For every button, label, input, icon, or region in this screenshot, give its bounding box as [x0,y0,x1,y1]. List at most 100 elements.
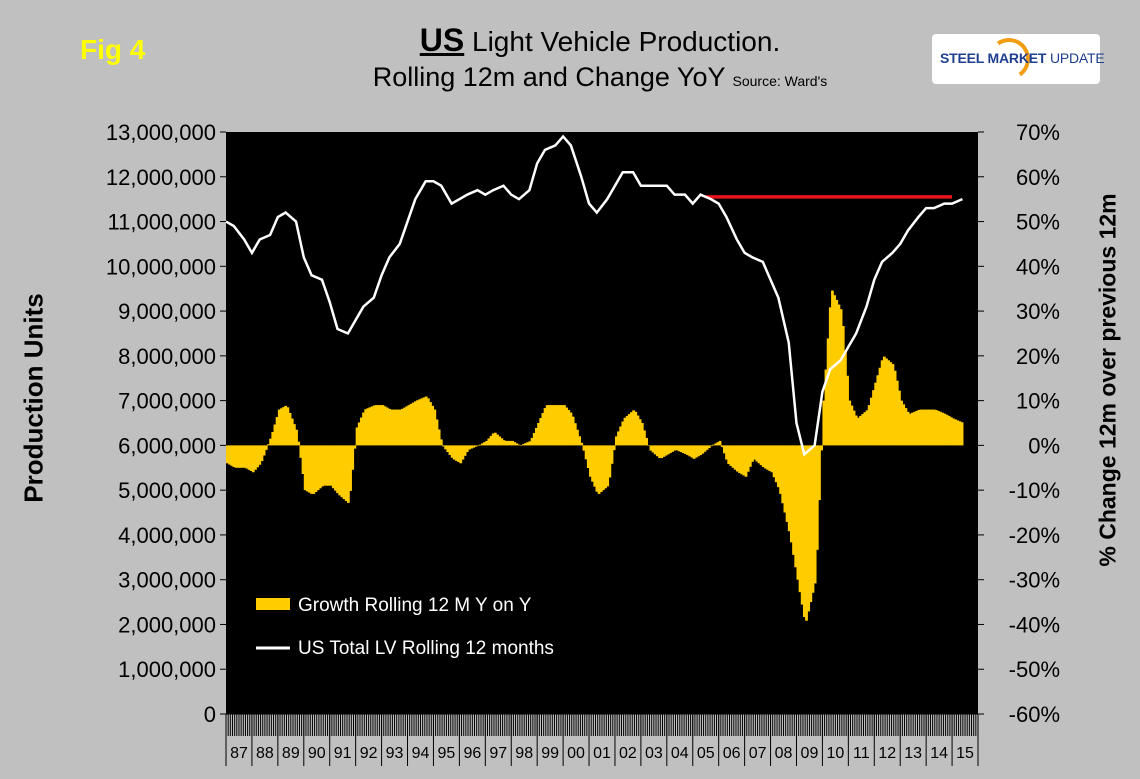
growth-bar [502,440,506,446]
series-line-us-total [225,134,963,457]
growth-bar [956,420,960,446]
growth-bar [403,407,406,446]
growth-bar [331,445,335,489]
growth-bar [604,445,607,489]
y-left-tick-label: 9,000,000 [118,299,216,324]
growth-bar [928,409,932,446]
growth-bar [364,409,368,446]
growth-bar [401,408,404,446]
growth-bar [785,445,789,522]
growth-bar [774,445,778,483]
growth-bar [697,445,700,457]
growth-bar [388,408,391,446]
growth-bar [941,412,945,446]
growth-bar [277,409,281,446]
growth-bar [811,445,815,593]
y-right-tick-label: 20% [1016,344,1060,369]
growth-bar [759,445,763,466]
growth-bar [960,422,964,446]
growth-bar [323,445,327,486]
growth-bar [586,445,590,469]
growth-bar [792,445,795,555]
growth-bar [610,445,614,464]
growth-bar [599,445,603,493]
growth-bar [275,417,279,446]
growth-bar [630,412,633,446]
growth-bar [602,445,605,491]
growth-bar [580,442,584,446]
growth-bar [439,439,443,446]
growth-bar [783,445,787,513]
growth-bar [906,411,910,446]
growth-bar [658,445,661,459]
growth-bar [710,445,713,447]
growth-bar [936,410,940,446]
growth-bar [885,358,888,446]
growth-bar [723,445,726,454]
y-left-tick-label: 11,000,000 [108,210,216,235]
growth-bar [535,427,538,446]
x-tick-label: 08 [775,745,793,762]
growth-bar [506,440,510,446]
y-left-tick-label: 8,000,000 [118,344,216,369]
growth-bar [442,445,445,447]
growth-bar [327,445,331,486]
x-tick-label: 07 [749,745,767,762]
growth-bar [945,414,949,446]
growth-bar [334,445,337,491]
growth-bar [673,445,677,451]
growth-bar [714,443,718,446]
growth-bar [251,445,255,473]
growth-bar [513,442,517,446]
growth-bar [336,445,339,494]
growth-bar [926,409,929,446]
growth-bar [509,440,512,446]
chart-subtitle: Rolling 12m and Change YoY Source: Ward'… [300,62,900,93]
growth-bar [552,405,556,446]
growth-bar [705,445,709,450]
growth-bar [649,445,653,451]
growth-bar [835,299,839,446]
y-right-tick-label: 30% [1016,299,1060,324]
growth-bar [541,413,545,446]
growth-bar [848,400,852,446]
growth-bar [727,445,731,465]
growth-bar [392,409,396,446]
growth-bar [718,440,722,446]
growth-bar [256,445,260,468]
growth-bar [537,423,540,446]
growth-bar [636,415,640,446]
growth-bar [826,338,830,446]
growth-bar [617,431,620,446]
growth-bar [887,360,891,446]
chart-source: Source: Ward's [732,73,828,89]
growth-bar [459,445,463,464]
growth-bar [675,445,679,451]
growth-bar [606,445,610,487]
logo-text-bold: STEEL MARKET [940,50,1047,66]
growth-bar [286,407,290,446]
growth-bar [560,405,564,446]
x-tick-label: 03 [645,745,663,762]
growth-bar [913,411,916,446]
y-left-tick-label: 1,000,000 [118,657,216,682]
growth-bar [647,445,651,446]
growth-bar [932,409,936,446]
growth-bar [522,444,525,446]
y-right-tick-label: -40% [1009,612,1060,637]
growth-bar [660,445,664,459]
growth-bar [919,409,923,446]
growth-bar [837,304,841,446]
growth-bar [290,418,294,446]
growth-bars [226,290,964,621]
growth-bar [805,445,808,621]
growth-bar [444,445,448,450]
growth-bar [688,445,692,457]
growth-bar [465,445,469,453]
growth-bar [921,409,925,446]
growth-bar [770,445,774,473]
growth-bar [375,405,378,446]
growth-bar [420,398,424,446]
growth-bar [245,445,249,469]
growth-bar [934,409,938,446]
